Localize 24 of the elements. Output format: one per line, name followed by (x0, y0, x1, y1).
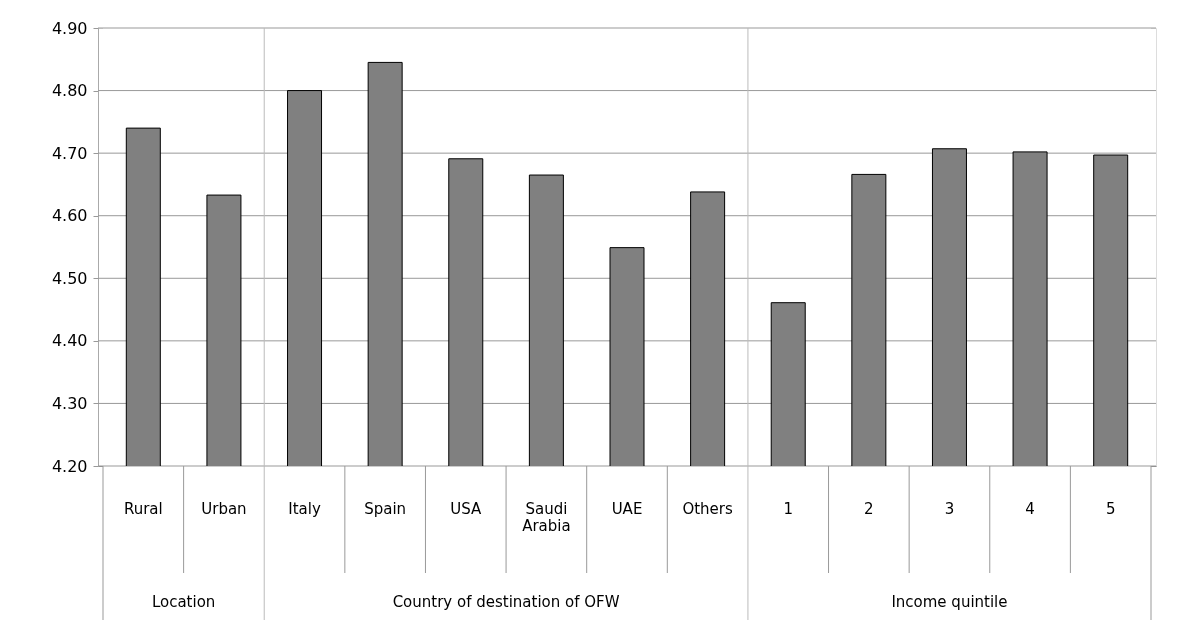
y-tick-label: 4.20 (51, 456, 88, 476)
x-tick-label: 1 (783, 500, 793, 518)
y-tick-label: 4.30 (51, 393, 88, 413)
x-tick-label: Italy (288, 500, 321, 518)
y-tick-label: 4.50 (51, 268, 88, 288)
y-tick-label: 4.60 (51, 206, 88, 226)
band-label: Country of destination of OFW (392, 593, 620, 611)
x-tick-label: Urban (201, 500, 247, 518)
x-tick-label: Spain (364, 500, 407, 518)
x-tick-label: Others (682, 500, 733, 518)
x-tick-label: Rural (123, 500, 163, 518)
x-tick-label: USA (450, 500, 483, 518)
y-tick-label: 4.40 (51, 331, 88, 351)
band-label: Location (151, 593, 216, 611)
band-label: Income quintile (891, 593, 1008, 611)
x-tick-label: Saudi Arabia (522, 500, 571, 535)
y-tick-label: 4.70 (51, 143, 88, 163)
x-tick-label: UAE (611, 500, 643, 518)
y-tick-label: 4.90 (51, 18, 88, 38)
x-tick-label: 2 (864, 500, 874, 518)
y-tick-label: 4.80 (51, 81, 88, 101)
x-tick-label: 3 (944, 500, 955, 518)
x-tick-label: 4 (1025, 500, 1035, 518)
x-tick-label: 5 (1105, 500, 1116, 518)
